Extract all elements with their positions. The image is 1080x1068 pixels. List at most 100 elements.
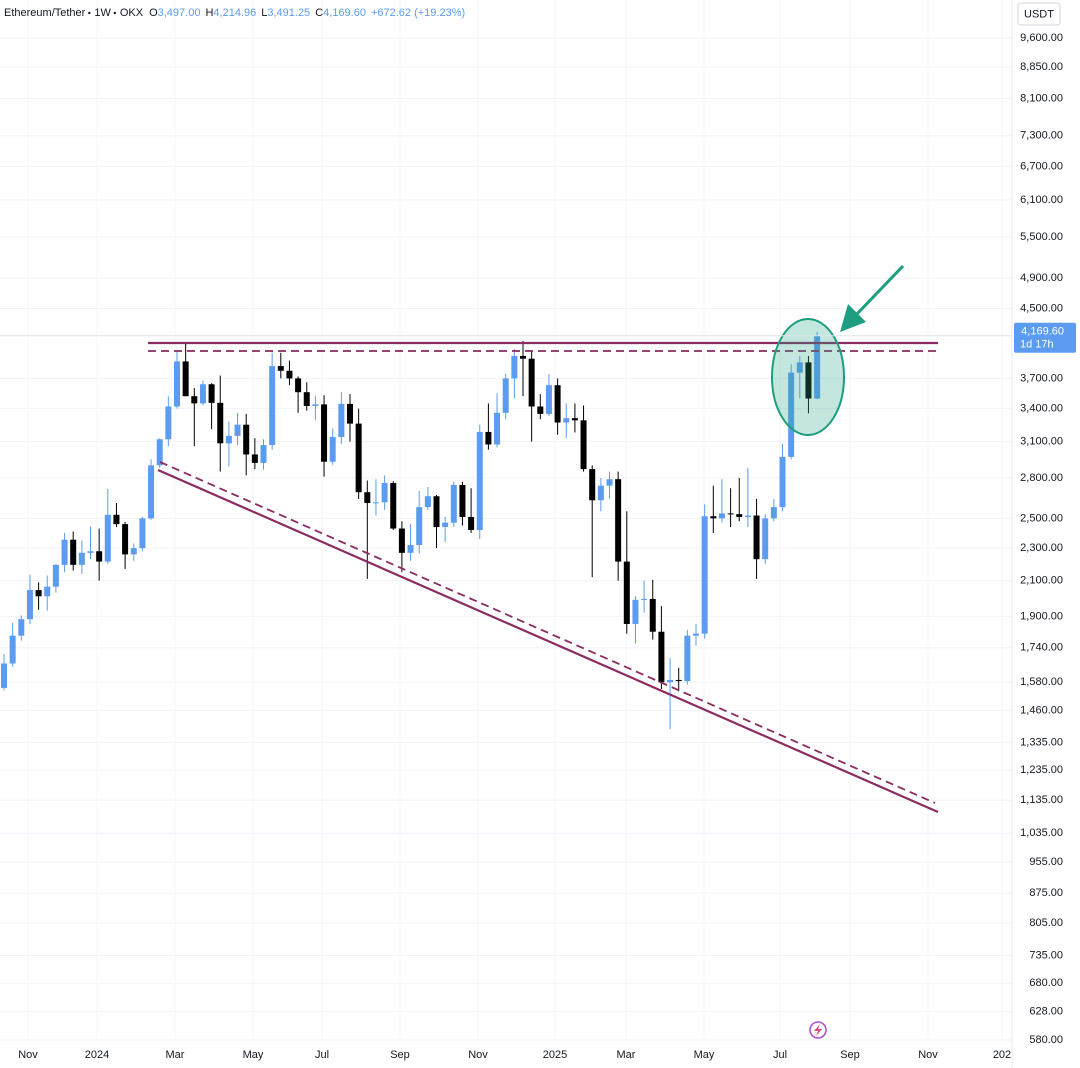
x-tick-label: Jul: [315, 1049, 329, 1061]
candle-body: [641, 598, 648, 600]
candle-body: [675, 679, 682, 682]
y-tick-label: 2,100.00: [1020, 575, 1063, 587]
x-tick-label: Nov: [18, 1049, 38, 1061]
symbol: Ethereum/Tether: [4, 7, 86, 19]
candle-body: [814, 335, 821, 399]
candle-body: [87, 551, 94, 553]
y-tick-label: 6,700.00: [1020, 160, 1063, 172]
y-tick-label: 1,135.00: [1020, 794, 1063, 806]
candle-body: [459, 484, 466, 517]
candle-body: [104, 514, 111, 562]
candle-body: [381, 483, 388, 503]
candle-body: [442, 522, 449, 528]
candle-body: [597, 485, 604, 501]
candle-body: [494, 412, 501, 445]
candle-body: [251, 454, 258, 463]
y-tick-label: 4,900.00: [1020, 272, 1063, 284]
candle-body: [744, 515, 751, 517]
candle-body: [122, 524, 129, 555]
candle-body: [225, 435, 232, 444]
x-tick-label: 202: [993, 1049, 1011, 1061]
y-tick-label: 2,500.00: [1020, 512, 1063, 524]
y-tick-label: 5,500.00: [1020, 231, 1063, 243]
drawings: [148, 264, 939, 1039]
candle-body: [61, 539, 68, 565]
candle-body: [805, 362, 812, 399]
candle-body: [693, 633, 699, 636]
ohlc-key: C: [315, 7, 323, 19]
candle-body: [70, 539, 77, 565]
candle-body: [217, 402, 224, 444]
y-tick-label: 4,500.00: [1020, 302, 1063, 314]
candle-body: [182, 361, 189, 397]
candle-body: [416, 507, 423, 546]
candle-body: [355, 423, 362, 493]
candle-body: [528, 358, 535, 407]
change: +672.62 (+19.23%): [371, 7, 465, 19]
candle-body: [632, 599, 639, 624]
candle-body: [658, 631, 665, 683]
candle-body: [502, 378, 509, 413]
y-tick-label: 580.00: [1029, 1034, 1063, 1046]
candle-body: [485, 431, 492, 445]
candle-body: [753, 515, 760, 560]
candle-body: [606, 479, 613, 486]
ohlc-value: 4,169.60: [323, 7, 366, 19]
interval: 1W: [94, 7, 111, 19]
y-tick-label: 7,300.00: [1020, 130, 1063, 142]
separator-dot: [88, 11, 91, 15]
candle-body: [277, 366, 284, 371]
y-tick-label: 1,740.00: [1020, 642, 1063, 654]
y-tick-label: 3,100.00: [1020, 435, 1063, 447]
arrow-shaft: [854, 264, 905, 317]
x-tick-label: May: [243, 1049, 264, 1061]
candle-body: [44, 586, 51, 597]
y-tick-label: 875.00: [1029, 887, 1063, 899]
y-tick-label: 805.00: [1029, 917, 1063, 929]
candle-body: [450, 484, 457, 523]
candle-body: [338, 403, 345, 437]
support-dashed-line: [159, 461, 936, 804]
candle-body: [329, 436, 336, 462]
candle-body: [770, 507, 777, 519]
candle-body: [26, 590, 33, 620]
candle-body: [623, 561, 630, 624]
candle-body: [520, 355, 526, 359]
ohlc-value: 3,497.00: [158, 7, 201, 19]
currency: USDT: [1024, 8, 1054, 20]
event-icon[interactable]: [809, 1021, 827, 1039]
candle-body: [684, 635, 691, 682]
candle-body: [35, 590, 42, 597]
candle-body: [545, 385, 552, 414]
x-tick-label: 2024: [85, 1049, 109, 1061]
candle-body: [398, 528, 405, 553]
last-price-label: 4,169.60: [1021, 326, 1064, 338]
y-tick-label: 6,100.00: [1020, 194, 1063, 206]
y-axis: 9,600.00 8,850.00 8,100.00 7,300.00 6,700.00…: [0, 32, 1076, 1046]
candle-body: [78, 552, 85, 565]
y-tick-label: 8,850.00: [1020, 61, 1063, 73]
candle-body: [779, 456, 786, 508]
candle-body: [165, 406, 172, 440]
candle-body: [424, 496, 431, 508]
header: Ethereum/Tether 1W OKX O 3,497.00 H 4,214.96 L 3…: [4, 7, 465, 19]
candle-body: [563, 418, 570, 423]
candle-body: [191, 396, 198, 404]
candle-body: [727, 513, 734, 515]
candle-body: [736, 514, 743, 517]
candle-body: [174, 361, 180, 407]
last-price-badge: [1014, 322, 1076, 353]
ohlc-value: 4,214.96: [213, 7, 256, 19]
y-tick-label: 9,600.00: [1020, 32, 1063, 44]
currency-box[interactable]: [1017, 2, 1061, 26]
x-tick-label: 2025: [543, 1049, 567, 1061]
y-tick-label: 2,300.00: [1020, 542, 1063, 554]
candle-body: [554, 385, 561, 423]
x-tick-label: Mar: [166, 1049, 185, 1061]
candle-body: [762, 518, 769, 560]
ohlc-key: H: [205, 7, 213, 19]
y-tick-label: 3,700.00: [1020, 372, 1063, 384]
candle-body: [18, 619, 25, 636]
candles: [1, 331, 821, 730]
